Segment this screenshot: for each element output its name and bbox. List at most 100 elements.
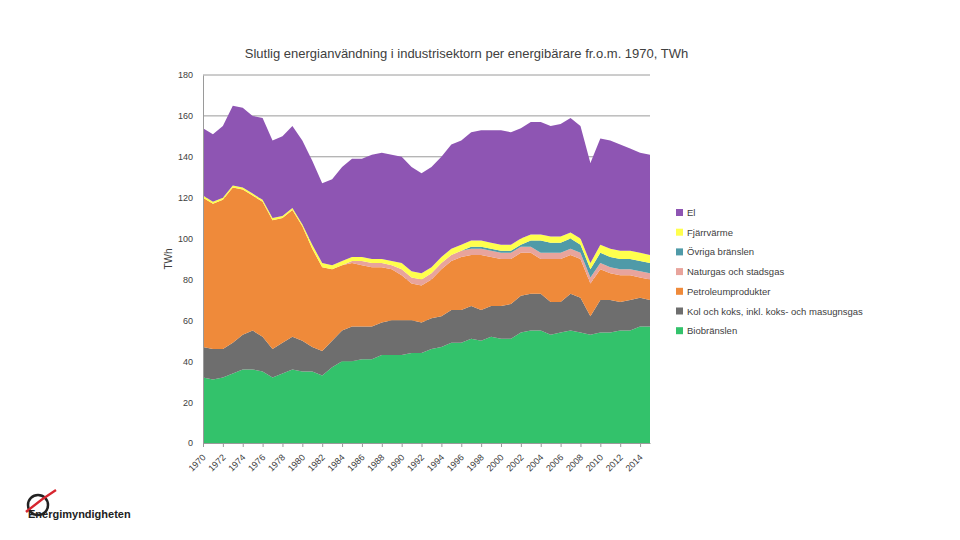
x-tick-mark: [640, 443, 641, 447]
x-tick-label: 1982: [306, 452, 327, 473]
legend-swatch: [676, 308, 683, 315]
x-tick-mark: [223, 443, 224, 447]
x-tick: 2010: [584, 443, 605, 473]
x-tick-label: 1986: [345, 452, 366, 473]
x-tick-label: 2004: [524, 452, 545, 473]
legend-label: Biobränslen: [687, 325, 737, 336]
x-tick: 1980: [286, 443, 307, 473]
y-axis-title: TWh: [163, 248, 174, 269]
x-tick: 2014: [624, 443, 645, 473]
x-tick-label: 2006: [544, 452, 565, 473]
x-tick-mark: [362, 443, 363, 447]
y-tick-label: 0: [188, 438, 193, 448]
legend-swatch: [676, 288, 683, 295]
y-tick: 120: [178, 193, 203, 203]
title: Slutlig energianvändning i industrisekto…: [245, 46, 688, 61]
y-tick: 180: [178, 70, 203, 80]
x-tick-label: 1980: [286, 452, 307, 473]
x-axis: 1970197219741976197819801982198419861988…: [187, 443, 651, 473]
y-tick: 100: [178, 234, 203, 244]
x-tick-mark: [600, 443, 601, 447]
x-tick: 1970: [187, 443, 208, 473]
x-tick-label: 2012: [604, 452, 625, 473]
x-tick: 1992: [405, 443, 426, 473]
x-tick: 1996: [445, 443, 466, 473]
x-tick-label: 2008: [564, 452, 585, 473]
legend-item: Fjärrvärme: [676, 227, 733, 238]
x-tick-mark: [580, 443, 581, 447]
x-tick-label: 1974: [226, 452, 247, 473]
x-tick: 1998: [465, 443, 486, 473]
y-tick-label: 100: [178, 234, 193, 244]
x-tick-mark: [302, 443, 303, 447]
x-tick-label: 1984: [326, 452, 347, 473]
x-tick: 2012: [604, 443, 625, 473]
legend-label: Fjärrvärme: [687, 227, 733, 238]
legend-item: El: [676, 207, 695, 218]
y-tick: 80: [183, 275, 203, 285]
y-tick: 60: [183, 316, 203, 326]
x-tick: 1974: [226, 443, 247, 473]
x-tick: 1994: [425, 443, 446, 473]
x-tick: 1976: [246, 443, 267, 473]
chart: Slutlig energianvändning i industrisekto…: [0, 0, 960, 540]
x-tick-label: 2002: [504, 452, 525, 473]
x-tick: 1984: [326, 443, 347, 473]
x-tick-mark: [263, 443, 264, 447]
x-tick: 1988: [365, 443, 386, 473]
x-tick-mark: [203, 443, 204, 447]
x-tick-mark: [521, 443, 522, 447]
x-tick: 2004: [524, 443, 545, 473]
legend-label: El: [687, 207, 695, 218]
x-tick-label: 2014: [624, 452, 645, 473]
y-axis-line: [203, 76, 204, 444]
x-tick-label: 2000: [485, 452, 506, 473]
logo-text: Energimyndigheten: [28, 508, 131, 520]
x-tick-mark: [461, 443, 462, 447]
x-tick-label: 1994: [425, 452, 446, 473]
legend-swatch: [676, 327, 683, 334]
legend-item: Kol och koks, inkl. koks- och masugnsgas: [676, 306, 863, 317]
x-tick: 2008: [564, 443, 585, 473]
legend-swatch: [676, 268, 683, 275]
legend-item: Övriga bränslen: [676, 246, 754, 257]
legend-item: Naturgas och stadsgas: [676, 266, 784, 277]
y-tick-label: 120: [178, 193, 193, 203]
x-tick: 2002: [504, 443, 525, 473]
legend-label: Petroleumprodukter: [687, 286, 770, 297]
y-tick-label: 180: [178, 70, 193, 80]
x-tick-label: 2010: [584, 452, 605, 473]
x-tick-mark: [243, 443, 244, 447]
x-tick-mark: [282, 443, 283, 447]
x-tick-label: 1976: [246, 452, 267, 473]
x-tick: 1978: [266, 443, 287, 473]
x-tick-mark: [402, 443, 403, 447]
y-tick-label: 60: [183, 316, 193, 326]
x-tick-mark: [561, 443, 562, 447]
legend-swatch: [676, 209, 683, 216]
plot-area: [203, 106, 650, 443]
legend-swatch: [676, 248, 683, 255]
x-tick-mark: [481, 443, 482, 447]
x-tick: 1972: [206, 443, 227, 473]
x-tick-label: 1990: [385, 452, 406, 473]
x-tick-label: 1978: [266, 452, 287, 473]
legend-item: Biobränslen: [676, 325, 737, 336]
legend-label: Övriga bränslen: [687, 246, 754, 257]
y-tick-label: 160: [178, 111, 193, 121]
x-tick-label: 1972: [206, 452, 227, 473]
x-tick-mark: [342, 443, 343, 447]
legend-item: Petroleumprodukter: [676, 286, 770, 297]
x-tick: 1990: [385, 443, 406, 473]
y-tick-label: 80: [183, 275, 193, 285]
x-tick-label: 1988: [365, 452, 386, 473]
area-series: [203, 106, 650, 274]
x-tick-mark: [422, 443, 423, 447]
y-tick: 160: [178, 111, 203, 121]
y-tick-label: 40: [183, 357, 193, 367]
legend-swatch: [676, 229, 683, 236]
y-axis: 020406080100120140160180: [178, 70, 204, 448]
legend: El Fjärrvärme Övriga bränslen Naturgas och …: [676, 207, 863, 336]
y-tick: 140: [178, 152, 203, 162]
grid-line: [203, 115, 650, 116]
